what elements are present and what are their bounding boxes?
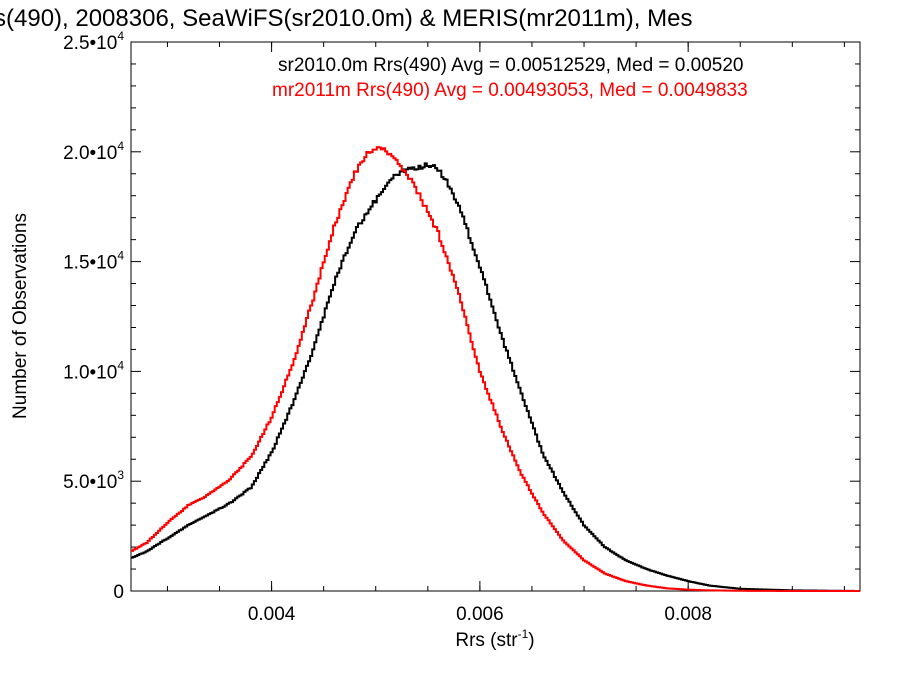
y-tick-label: 1.5•104	[63, 249, 124, 274]
x-axis-label-main: Rrs (str	[455, 630, 518, 651]
x-axis-ticks: 0.004 0.006 0.008	[166, 42, 845, 625]
series-layer	[131, 146, 860, 592]
series-line-1	[131, 146, 860, 592]
x-axis-label-close: )	[528, 630, 534, 651]
annotation-black: sr2010.0m Rrs(490) Avg = 0.00512529, Med…	[278, 55, 743, 76]
x-tick-label: 0.004	[248, 604, 296, 625]
x-axis-label: Rrs (str-1)	[455, 627, 534, 651]
x-tick-label: 0.006	[456, 604, 504, 625]
y-tick-label: 0	[113, 582, 124, 603]
y-axis-label: Number of Observations	[10, 213, 31, 419]
y-tick-label: 1.0•104	[63, 358, 124, 383]
y-tick-label: 5.0•103	[63, 468, 124, 493]
y-tick-label: 2.0•104	[63, 139, 124, 164]
plot-border	[130, 41, 861, 592]
series-line-0	[131, 162, 860, 592]
y-axis-ticks: 0 5.0•103 1.0•104 1.5•104 2.0•104 2.5•104	[63, 29, 860, 603]
y-tick-label: 2.5•104	[63, 29, 124, 54]
x-tick-label: 0.008	[664, 604, 712, 625]
x-axis-label-sup: -1	[518, 627, 529, 641]
annotation-red: mr2011m Rrs(490) Avg = 0.00493053, Med =…	[272, 80, 748, 101]
chart-title: s(490), 2008306, SeaWiFS(sr2010.0m) & ME…	[0, 5, 692, 32]
plot-frame	[130, 41, 861, 592]
